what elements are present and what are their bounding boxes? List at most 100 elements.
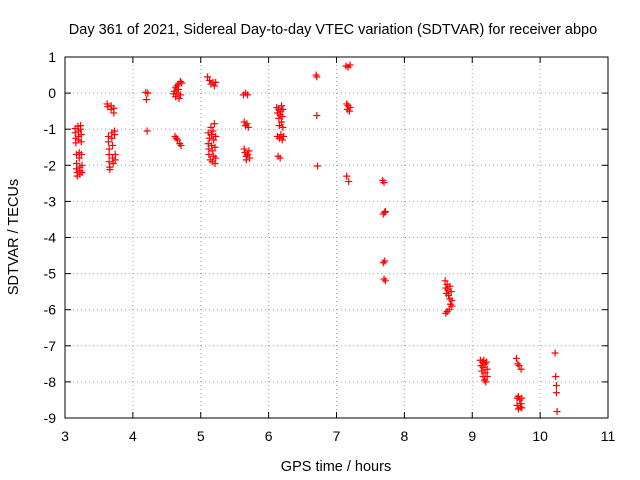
x-tick-labels: 3 4 5 6 7 8 9 10 11 bbox=[61, 428, 615, 444]
data-point bbox=[245, 147, 253, 155]
data-point bbox=[244, 91, 252, 99]
data-point bbox=[105, 150, 113, 158]
data-point bbox=[104, 138, 112, 146]
chart-title: Day 361 of 2021, Sidereal Day-to-day VTE… bbox=[69, 22, 597, 38]
data-point bbox=[441, 277, 449, 285]
x-tick-label: 3 bbox=[61, 428, 69, 444]
data-point bbox=[345, 107, 353, 115]
data-point bbox=[77, 138, 85, 146]
x-tick-label: 6 bbox=[265, 428, 273, 444]
data-point bbox=[553, 408, 561, 416]
grid-lines bbox=[65, 57, 608, 418]
data-point bbox=[512, 354, 520, 362]
data-point bbox=[381, 277, 389, 285]
data-point bbox=[211, 159, 219, 167]
data-point bbox=[515, 362, 523, 370]
data-point bbox=[244, 123, 252, 131]
y-tick-label: 1 bbox=[48, 49, 56, 65]
data-point bbox=[77, 131, 85, 139]
x-tick-label: 10 bbox=[532, 428, 548, 444]
data-point bbox=[381, 208, 389, 216]
data-point bbox=[77, 125, 85, 133]
data-point bbox=[278, 136, 286, 144]
data-point bbox=[518, 404, 526, 412]
data-point bbox=[77, 150, 85, 158]
data-point bbox=[278, 102, 286, 110]
data-point bbox=[210, 82, 218, 90]
y-tick-label: -2 bbox=[44, 157, 57, 173]
x-axis-label: GPS time / hours bbox=[281, 459, 391, 475]
data-point bbox=[109, 141, 117, 149]
data-point bbox=[448, 297, 456, 305]
data-point bbox=[279, 105, 287, 113]
data-point bbox=[243, 120, 251, 128]
data-point bbox=[210, 136, 218, 144]
data-point bbox=[240, 145, 248, 153]
data-point bbox=[279, 123, 287, 131]
x-tick-label: 5 bbox=[197, 428, 205, 444]
data-point bbox=[212, 132, 220, 140]
y-tick-label: 0 bbox=[48, 85, 56, 101]
data-point bbox=[111, 131, 119, 139]
data-points bbox=[71, 61, 561, 416]
data-point bbox=[516, 403, 524, 411]
data-point bbox=[205, 150, 213, 158]
x-tick-label: 7 bbox=[333, 428, 341, 444]
y-tick-labels: 1 0 -1 -2 -3 -4 -5 -6 -7 -8 -9 bbox=[44, 49, 57, 426]
data-point bbox=[110, 109, 118, 117]
data-point bbox=[206, 134, 214, 142]
y-tick-label: -6 bbox=[44, 302, 57, 318]
data-point bbox=[343, 172, 351, 180]
data-point bbox=[105, 158, 113, 166]
data-point bbox=[210, 120, 218, 128]
data-point bbox=[204, 73, 212, 81]
data-point bbox=[280, 132, 288, 140]
data-point bbox=[346, 61, 354, 69]
x-tick-label: 8 bbox=[400, 428, 408, 444]
data-point bbox=[208, 131, 216, 139]
data-point bbox=[144, 89, 152, 97]
data-point bbox=[176, 91, 184, 99]
data-point bbox=[380, 179, 388, 187]
data-point bbox=[207, 123, 215, 131]
data-point bbox=[211, 143, 219, 151]
data-point bbox=[212, 78, 220, 86]
data-point bbox=[109, 159, 117, 167]
data-point bbox=[313, 111, 321, 119]
data-point bbox=[108, 134, 116, 142]
data-point bbox=[483, 358, 491, 366]
data-point bbox=[278, 113, 286, 121]
y-tick-label: -1 bbox=[44, 121, 57, 137]
data-point bbox=[313, 73, 321, 81]
y-tick-label: -8 bbox=[44, 374, 57, 390]
data-point bbox=[111, 156, 119, 164]
data-point bbox=[518, 394, 526, 402]
y-tick-label: -5 bbox=[44, 266, 57, 282]
y-axis-label: SDTVAR / TECUs bbox=[6, 179, 22, 295]
y-tick-label: -7 bbox=[44, 338, 57, 354]
data-point bbox=[142, 96, 150, 104]
data-point bbox=[178, 79, 186, 87]
data-point bbox=[517, 365, 525, 373]
data-point bbox=[208, 147, 216, 155]
data-point bbox=[175, 95, 183, 103]
data-point bbox=[176, 78, 184, 86]
y-tick-label: -3 bbox=[44, 193, 57, 209]
data-point bbox=[313, 162, 321, 170]
data-point bbox=[278, 118, 286, 126]
data-point bbox=[445, 306, 453, 314]
data-point bbox=[517, 400, 525, 408]
data-point bbox=[174, 85, 182, 93]
data-point bbox=[174, 136, 182, 144]
data-point bbox=[551, 349, 559, 357]
data-point bbox=[552, 382, 560, 390]
data-point bbox=[481, 369, 489, 377]
x-tick-label: 9 bbox=[468, 428, 476, 444]
data-point bbox=[209, 127, 217, 135]
data-point bbox=[479, 363, 487, 371]
data-point bbox=[552, 389, 560, 397]
data-point bbox=[143, 127, 151, 135]
data-point bbox=[177, 141, 185, 149]
data-point bbox=[276, 154, 284, 162]
